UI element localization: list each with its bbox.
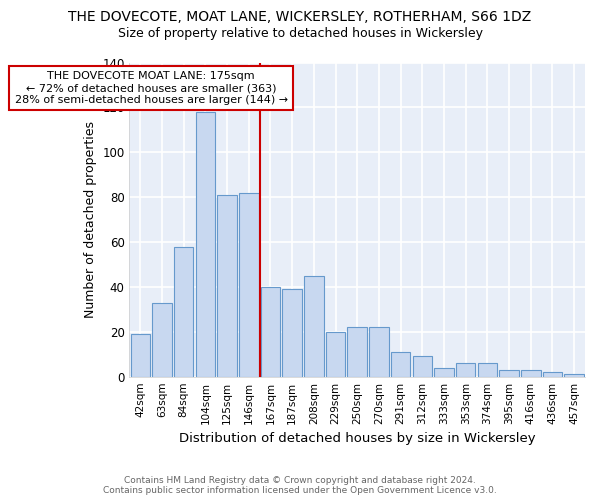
Bar xyxy=(347,328,367,376)
Bar xyxy=(413,356,432,376)
Text: Contains HM Land Registry data © Crown copyright and database right 2024.
Contai: Contains HM Land Registry data © Crown c… xyxy=(103,476,497,495)
Bar xyxy=(131,334,150,376)
Bar xyxy=(326,332,345,376)
Bar xyxy=(283,289,302,376)
Bar xyxy=(196,112,215,376)
Bar xyxy=(217,195,237,376)
Bar xyxy=(499,370,519,376)
Bar xyxy=(239,192,259,376)
Bar xyxy=(565,374,584,376)
Bar xyxy=(174,246,193,376)
Bar xyxy=(391,352,410,376)
Bar xyxy=(304,276,323,376)
Bar xyxy=(369,328,389,376)
Y-axis label: Number of detached properties: Number of detached properties xyxy=(83,121,97,318)
Bar xyxy=(152,302,172,376)
Text: THE DOVECOTE MOAT LANE: 175sqm
← 72% of detached houses are smaller (363)
28% of: THE DOVECOTE MOAT LANE: 175sqm ← 72% of … xyxy=(14,72,287,104)
Bar xyxy=(260,287,280,376)
Bar xyxy=(478,363,497,376)
X-axis label: Distribution of detached houses by size in Wickersley: Distribution of detached houses by size … xyxy=(179,432,536,445)
Bar xyxy=(456,363,475,376)
Bar xyxy=(521,370,541,376)
Text: THE DOVECOTE, MOAT LANE, WICKERSLEY, ROTHERHAM, S66 1DZ: THE DOVECOTE, MOAT LANE, WICKERSLEY, ROT… xyxy=(68,10,532,24)
Bar xyxy=(434,368,454,376)
Bar xyxy=(542,372,562,376)
Text: Size of property relative to detached houses in Wickersley: Size of property relative to detached ho… xyxy=(118,28,482,40)
